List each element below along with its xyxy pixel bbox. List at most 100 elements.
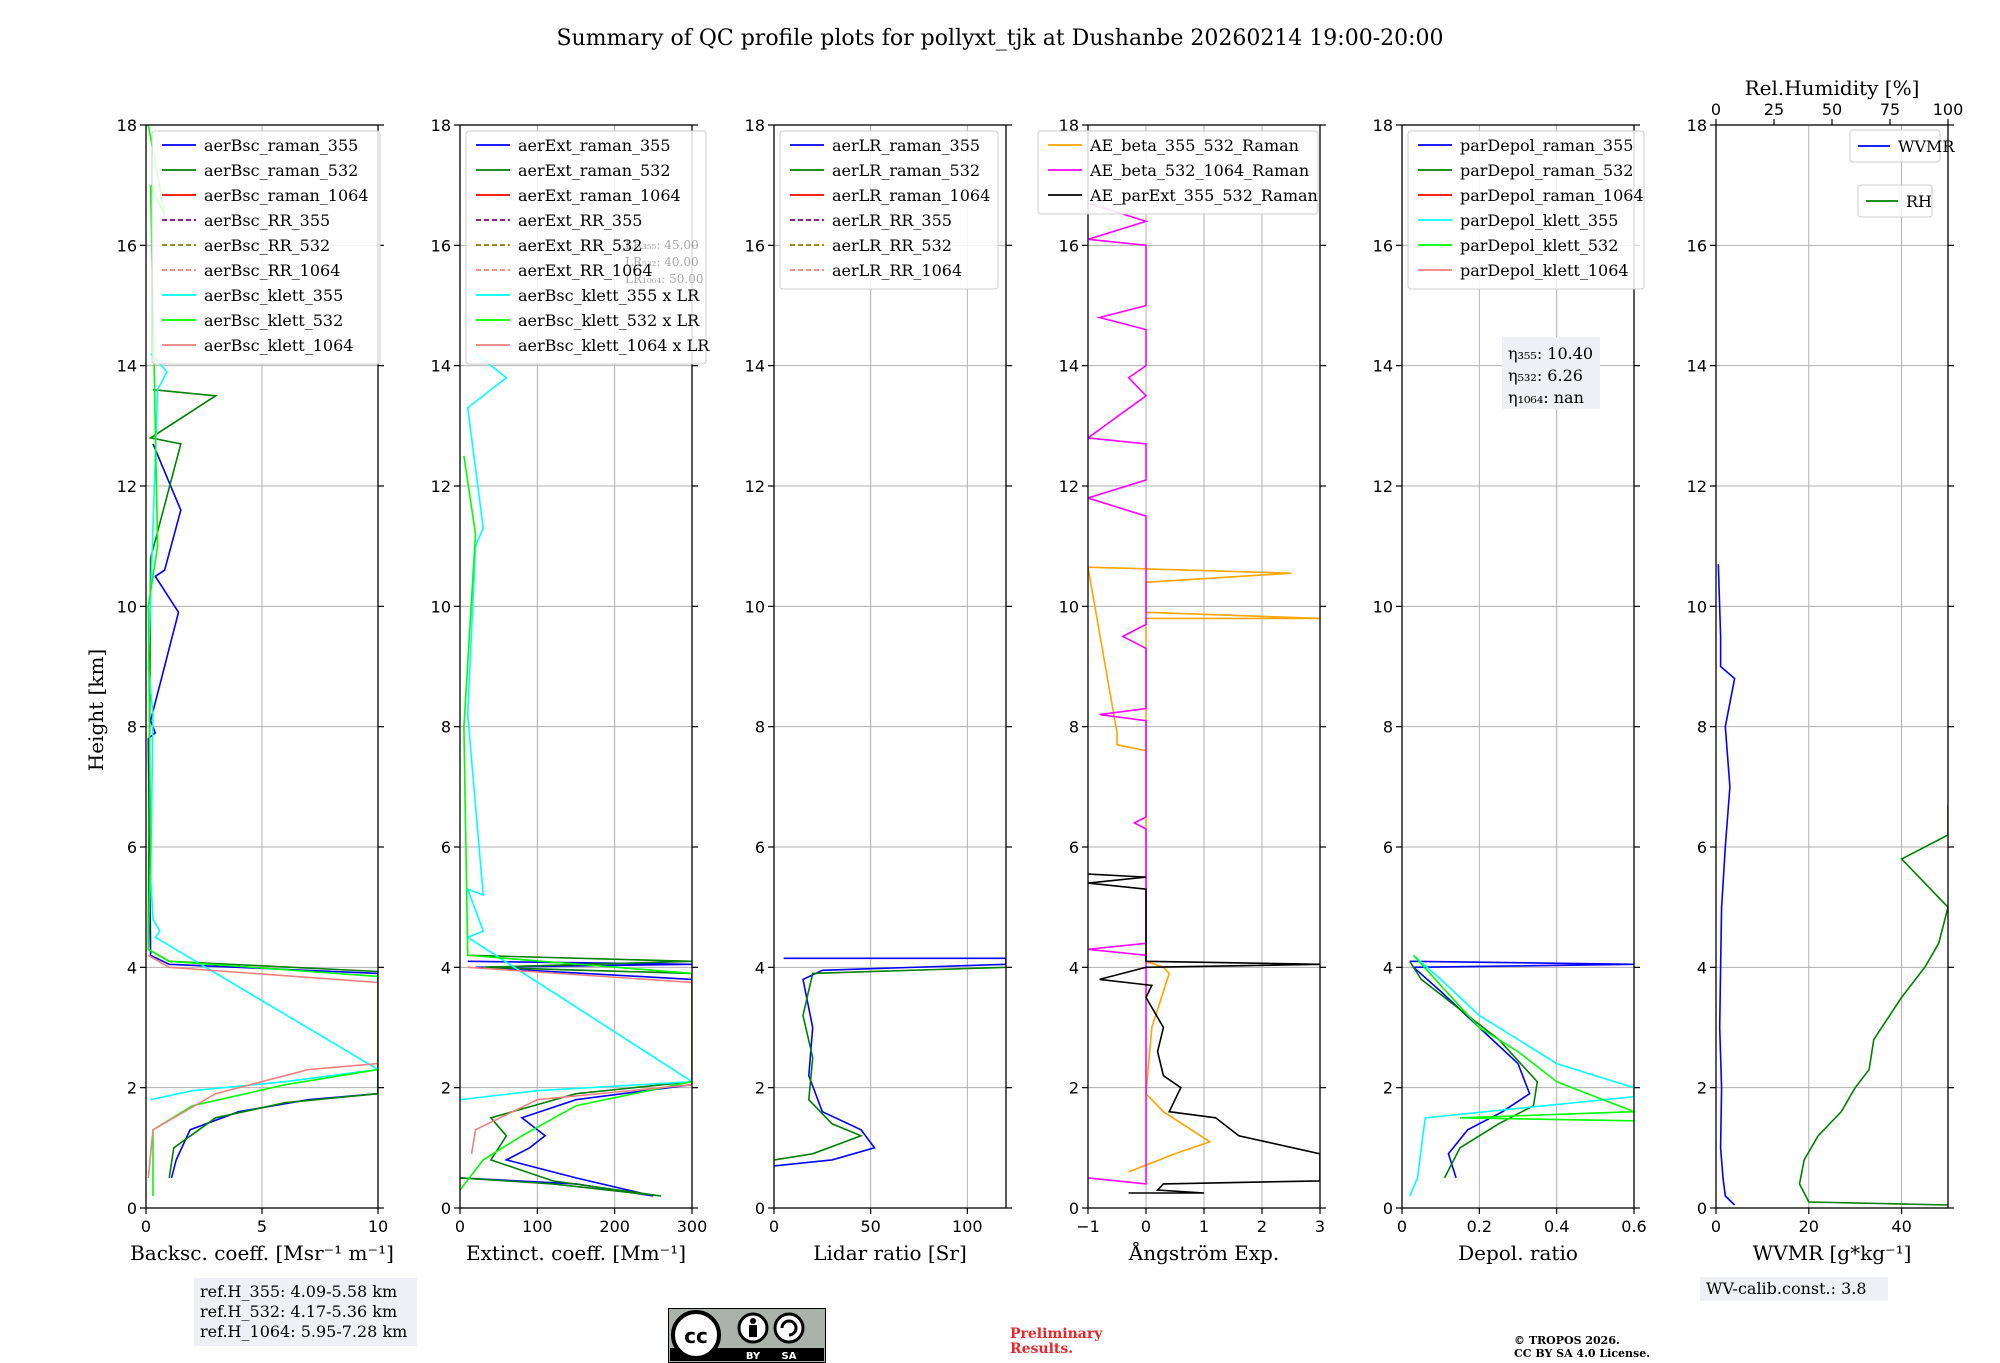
legend-label: aerBsc_RR_355 <box>204 211 330 230</box>
x-tick-label: 5 <box>257 1217 267 1236</box>
legend-label: aerLR_raman_1064 <box>832 186 990 205</box>
legend-label: RH <box>1906 192 1932 211</box>
panel-5: 0 2 4 6 8 10 12 14 16 18 0 0.2 0.4 0.6 Depol. ratio par… <box>1373 116 1647 1265</box>
y-tick-label: 2 <box>1069 1079 1079 1098</box>
legend-label: parDepol_klett_532 <box>1460 236 1618 255</box>
y-tick-label: 2 <box>755 1079 765 1098</box>
y-tick-label: 2 <box>441 1079 451 1098</box>
eta-info-box <box>1502 337 1600 409</box>
x-tick-label: 2 <box>1257 1217 1267 1236</box>
y-tick-label: 14 <box>117 357 137 376</box>
series-line <box>147 388 378 1179</box>
y-tick-label: 4 <box>127 958 137 977</box>
x-tick-label: 0 <box>1397 1217 1407 1236</box>
reference-height-1064: ref.H_1064: 5.95-7.28 km <box>200 1322 408 1341</box>
reference-height-532: ref.H_532: 4.17-5.36 km <box>200 1302 398 1321</box>
legend-label: aerExt_RR_532 <box>518 236 642 255</box>
x2-tick-label: 25 <box>1764 100 1784 119</box>
y-tick-label: 8 <box>1697 718 1707 737</box>
preliminary-line-1: Preliminary <box>1010 1326 1103 1342</box>
series-line <box>1717 564 1736 1206</box>
legend-label: aerLR_RR_355 <box>832 211 952 230</box>
x-axis-label: Lidar ratio [Sr] <box>813 1241 967 1265</box>
series-line <box>147 954 378 1178</box>
x-tick-label: 50 <box>860 1217 880 1236</box>
x-tick-label: 20 <box>1799 1217 1819 1236</box>
y-tick-label: 16 <box>1059 236 1079 255</box>
x2-axis-label: Rel.Humidity [%] <box>1745 76 1920 100</box>
y-tick-label: 16 <box>1373 236 1393 255</box>
y-tick-label: 12 <box>1687 477 1707 496</box>
cc-text: cc <box>684 1324 708 1348</box>
y-tick-label: 2 <box>127 1079 137 1098</box>
legend-label: aerBsc_raman_355 <box>204 136 358 155</box>
y-tick-label: 10 <box>1373 597 1393 616</box>
legend-label: aerBsc_klett_1064 x LR <box>518 336 710 355</box>
series-group <box>460 352 692 1197</box>
eta-info-line: η₃₅₅: 10.40 <box>1508 344 1593 363</box>
copyright-note: © TROPOS 2026. CC BY SA 4.0 License. <box>1514 1334 1650 1360</box>
y-tick-label: 6 <box>755 838 765 857</box>
x-tick-label: 3 <box>1315 1217 1325 1236</box>
y-tick-label: 14 <box>1373 357 1393 376</box>
x-tick-label: 0 <box>1711 1217 1721 1236</box>
x-tick-label: 0.4 <box>1544 1217 1569 1236</box>
reference-height-box: ref.H_355: 4.09-5.58 km ref.H_532: 4.17-… <box>194 1278 417 1346</box>
y-tick-label: 10 <box>431 597 451 616</box>
y-tick-label: 18 <box>1059 116 1079 135</box>
legend-label: WVMR <box>1898 137 1955 156</box>
x2-tick-label: 50 <box>1822 100 1842 119</box>
y-tick-label: 6 <box>127 838 137 857</box>
x-axis-label: Depol. ratio <box>1458 1241 1578 1265</box>
axes-frame <box>773 124 1007 1209</box>
lidar-ratio-note: LR₁₀₆₄: 50.00 <box>625 272 703 286</box>
panel-1: 0 2 4 6 8 10 12 14 16 18 0 5 10 Backsc. coeff. [Msr⁻¹… <box>117 116 394 1265</box>
legend-label: aerExt_raman_532 <box>518 161 671 180</box>
preliminary-line-2: Results. <box>1010 1341 1074 1357</box>
series-line <box>1408 954 1634 1197</box>
x-tick-label: 0 <box>455 1217 465 1236</box>
series-line <box>1409 960 1634 1179</box>
series-line <box>1409 960 1539 1179</box>
legend-box <box>1037 130 1319 215</box>
legend-label: aerExt_RR_355 <box>518 211 642 230</box>
series-line <box>1413 954 1634 1122</box>
series-line <box>1798 804 1948 1206</box>
y-tick-label: 8 <box>127 718 137 737</box>
y-tick-label: 18 <box>431 116 451 135</box>
y-tick-label: 18 <box>1373 116 1393 135</box>
y-tick-label: 8 <box>755 718 765 737</box>
x-tick-label: −1 <box>1076 1217 1100 1236</box>
legend-label: aerLR_raman_355 <box>832 136 980 155</box>
y-tick-label: 18 <box>745 116 765 135</box>
legend-label: aerLR_RR_1064 <box>832 261 962 280</box>
legend-label: parDepol_klett_355 <box>1460 211 1618 230</box>
y-tick-label: 16 <box>117 236 137 255</box>
legend-label: parDepol_raman_1064 <box>1460 186 1644 205</box>
y-tick-label: 18 <box>1687 116 1707 135</box>
x-tick-label: 300 <box>677 1217 708 1236</box>
y-tick-label: 12 <box>1059 477 1079 496</box>
legend-box <box>151 130 381 365</box>
y-tick-label: 10 <box>745 597 765 616</box>
x-tick-label: 0.2 <box>1467 1217 1492 1236</box>
x-tick-label: 100 <box>522 1217 553 1236</box>
x-tick-label: 1 <box>1199 1217 1209 1236</box>
y-tick-label: 12 <box>745 477 765 496</box>
y-tick-label: 6 <box>441 838 451 857</box>
x-tick-label: 200 <box>599 1217 630 1236</box>
legend-label: aerLR_raman_532 <box>832 161 980 180</box>
y-tick-label: 0 <box>1383 1199 1393 1218</box>
x-axis-label: WVMR [g*kg⁻¹] <box>1753 1241 1912 1265</box>
legend-box <box>465 130 707 365</box>
y-tick-label: 4 <box>441 958 451 977</box>
y-tick-label: 2 <box>1383 1079 1393 1098</box>
copyright-line-1: © TROPOS 2026. <box>1514 1334 1620 1347</box>
y-tick-label: 0 <box>1069 1199 1079 1218</box>
y-axis-label: Height [km] <box>84 649 108 771</box>
y-tick-label: 12 <box>431 477 451 496</box>
sa-icon <box>773 1312 805 1344</box>
legend-label: aerBsc_klett_355 <box>204 286 343 305</box>
y-tick-label: 2 <box>1697 1079 1707 1098</box>
